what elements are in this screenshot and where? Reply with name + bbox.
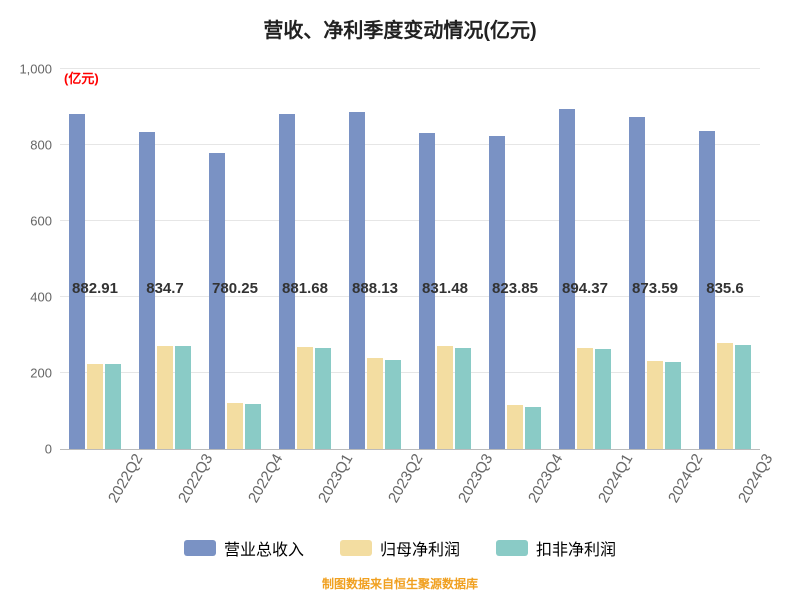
bar-revenue — [209, 153, 225, 449]
x-tick-label: 2023Q4 — [525, 451, 566, 506]
chart-title: 营收、净利季度变动情况(亿元) — [0, 14, 800, 43]
y-tick-label: 400 — [30, 290, 60, 305]
bar-net_profit — [157, 346, 173, 449]
bar-group — [130, 70, 200, 449]
bar-net_profit — [367, 358, 383, 449]
bar-net_profit — [577, 348, 593, 449]
bar-group — [690, 70, 760, 449]
bar-net_profit — [87, 364, 103, 450]
x-tick-label: 2022Q3 — [175, 451, 216, 506]
bar-net_profit — [507, 405, 523, 449]
plot-area: (亿元) 02004006008001,000882.912022Q2834.7… — [60, 70, 760, 450]
data-label: 834.7 — [146, 280, 184, 297]
bar-core_profit — [385, 360, 401, 449]
bar-core_profit — [175, 346, 191, 449]
grid-line — [60, 68, 760, 69]
x-tick-label: 2022Q4 — [245, 451, 286, 506]
legend-label: 营业总收入 — [224, 536, 304, 560]
y-tick-label: 0 — [45, 442, 60, 457]
bar-group — [200, 70, 270, 449]
data-label: 882.91 — [72, 280, 118, 297]
bar-core_profit — [455, 348, 471, 449]
y-tick-label: 1,000 — [19, 62, 60, 77]
legend-item: 归母净利润 — [340, 536, 460, 560]
bar-group — [410, 70, 480, 449]
bar-net_profit — [647, 361, 663, 449]
y-tick-label: 800 — [30, 138, 60, 153]
y-tick-label: 200 — [30, 366, 60, 381]
x-tick-label: 2024Q3 — [735, 451, 776, 506]
bar-net_profit — [227, 403, 243, 449]
bar-group — [480, 70, 550, 449]
data-label: 780.25 — [212, 280, 258, 297]
bar-group — [620, 70, 690, 449]
bar-net_profit — [437, 346, 453, 449]
legend-swatch — [184, 540, 216, 556]
bar-net_profit — [297, 347, 313, 449]
bar-group — [340, 70, 410, 449]
data-label: 831.48 — [422, 280, 468, 297]
data-label: 888.13 — [352, 280, 398, 297]
bar-net_profit — [717, 343, 733, 449]
data-label: 881.68 — [282, 280, 328, 297]
data-label: 873.59 — [632, 280, 678, 297]
x-tick-label: 2024Q2 — [665, 451, 706, 506]
legend-item: 扣非净利润 — [496, 536, 616, 560]
legend-swatch — [496, 540, 528, 556]
bar-core_profit — [315, 348, 331, 449]
legend-item: 营业总收入 — [184, 536, 304, 560]
bar-core_profit — [665, 362, 681, 449]
chart-source: 制图数据来自恒生聚源数据库 — [0, 575, 800, 592]
legend-label: 扣非净利润 — [536, 536, 616, 560]
legend: 营业总收入 归母净利润 扣非净利润 — [0, 536, 800, 560]
bar-group — [270, 70, 340, 449]
bar-group — [60, 70, 130, 449]
x-tick-label: 2024Q1 — [595, 451, 636, 506]
x-tick-label: 2023Q3 — [455, 451, 496, 506]
legend-label: 归母净利润 — [380, 536, 460, 560]
x-tick-label: 2023Q2 — [385, 451, 426, 506]
bar-core_profit — [245, 404, 261, 449]
data-label: 823.85 — [492, 280, 538, 297]
bar-core_profit — [105, 364, 121, 449]
x-tick-label: 2022Q2 — [105, 451, 146, 506]
y-tick-label: 600 — [30, 214, 60, 229]
data-label: 835.6 — [706, 280, 744, 297]
bar-group — [550, 70, 620, 449]
bar-core_profit — [525, 407, 541, 449]
chart-container: 营收、净利季度变动情况(亿元) (亿元) 02004006008001,0008… — [0, 0, 800, 600]
bar-core_profit — [595, 349, 611, 449]
data-label: 894.37 — [562, 280, 608, 297]
bar-core_profit — [735, 345, 751, 450]
legend-swatch — [340, 540, 372, 556]
x-tick-label: 2023Q1 — [315, 451, 356, 506]
